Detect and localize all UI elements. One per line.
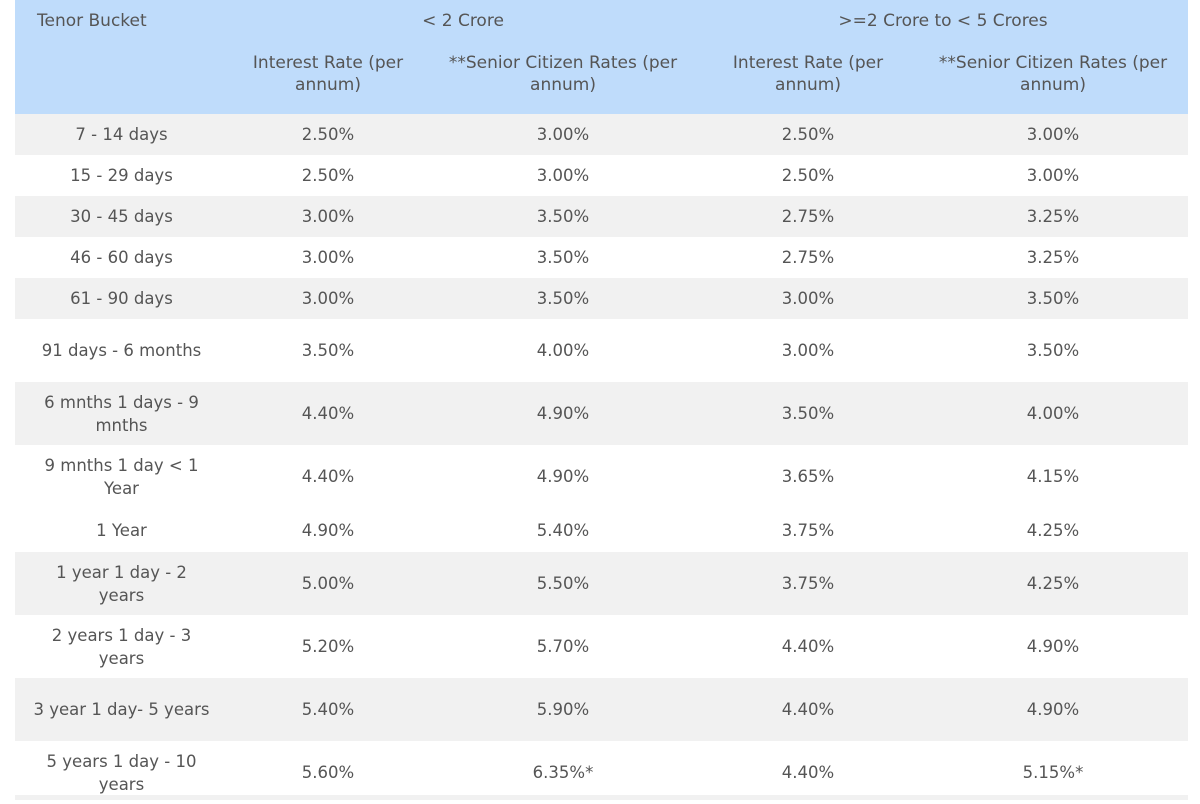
lt2-rate-cell: 3.00% [301, 248, 355, 267]
gte2-rate-cell: 3.00% [781, 341, 835, 360]
lt2-rate-cell: 3.50% [301, 341, 355, 360]
lt2-senior-cell: 4.00% [536, 341, 590, 360]
tenor-cell: 15 - 29 days [70, 166, 173, 185]
lt2-senior-cell: 6.35%* [532, 763, 594, 782]
table-row: 6 mnths 1 days - 9 mnths 4.40% 4.90% 3.5… [15, 382, 1189, 445]
lt2-senior-cell: 5.90% [536, 700, 590, 719]
lt2-rate-cell: 2.50% [301, 125, 355, 144]
lt2-rate-cell: 5.00% [301, 574, 355, 593]
lt2-rate-cell: 4.40% [301, 467, 355, 486]
gte2-senior-cell: 3.00% [1026, 166, 1080, 185]
table-row: 15 - 29 days 2.50% 3.00% 2.50% 3.00% [15, 155, 1189, 196]
lt2-senior-cell: 3.50% [536, 248, 590, 267]
lt2-senior-cell: 3.50% [536, 207, 590, 226]
gte2-senior-cell: 3.50% [1026, 289, 1080, 308]
table-row: 7 - 14 days 2.50% 3.00% 2.50% 3.00% [15, 114, 1189, 155]
header-group-lt-2-crore: < 2 Crore [422, 11, 504, 31]
lt2-rate-cell: 2.50% [301, 166, 355, 185]
tenor-cell: 46 - 60 days [70, 248, 173, 267]
tenor-cell: 9 mnths 1 day < 1 Year [44, 455, 199, 498]
gte2-senior-cell: 5.15%* [1022, 763, 1084, 782]
lt2-senior-cell: 3.00% [536, 125, 590, 144]
gte2-senior-cell: 3.25% [1026, 207, 1080, 226]
fd-interest-rate-table: Tenor Bucket < 2 Crore >=2 Crore to < 5 … [15, 0, 1189, 804]
lt2-senior-cell: 4.90% [536, 404, 590, 423]
header-gte2-interest-rate: Interest Rate (per annum) [732, 53, 884, 95]
lt2-rate-cell: 5.60% [301, 763, 355, 782]
gte2-rate-cell: 4.40% [781, 763, 835, 782]
gte2-rate-cell: 3.00% [781, 289, 835, 308]
tenor-cell: 61 - 90 days [70, 289, 173, 308]
tenor-cell: 5 years 1 day - 10 years [46, 751, 197, 794]
gte2-rate-cell: 2.50% [781, 125, 835, 144]
tenor-cell: 7 - 14 days [75, 125, 168, 144]
gte2-rate-cell: 4.40% [781, 637, 835, 656]
gte2-senior-cell: 4.90% [1026, 700, 1080, 719]
table-row: 1 year 1 day - 2 years 5.00% 5.50% 3.75%… [15, 552, 1189, 615]
header-row-groups: Tenor Bucket < 2 Crore >=2 Crore to < 5 … [15, 0, 1189, 42]
table-row: 3 year 1 day- 5 years 5.40% 5.90% 4.40% … [15, 678, 1189, 741]
lt2-rate-cell: 3.00% [301, 289, 355, 308]
lt2-rate-cell: 3.00% [301, 207, 355, 226]
lt2-rate-cell: 5.20% [301, 637, 355, 656]
gte2-senior-cell: 4.25% [1026, 574, 1080, 593]
table-header: Tenor Bucket < 2 Crore >=2 Crore to < 5 … [15, 0, 1189, 114]
tenor-cell: 6 mnths 1 days - 9 mnths [44, 392, 199, 435]
table-row: 2 years 1 day - 3 years 5.20% 5.70% 4.40… [15, 615, 1189, 678]
table-row: 5 years 1 day - 10 years 5.60% 6.35%* 4.… [15, 741, 1189, 804]
table-row: 9 mnths 1 day < 1 Year 4.40% 4.90% 3.65%… [15, 445, 1189, 508]
header-empty [15, 42, 228, 114]
next-row-partial [15, 795, 1188, 800]
gte2-rate-cell: 3.75% [781, 520, 835, 540]
lt2-senior-cell: 5.70% [536, 637, 590, 656]
gte2-senior-cell: 3.50% [1026, 341, 1080, 360]
header-row-subcolumns: Interest Rate (per annum) **Senior Citiz… [15, 42, 1189, 114]
lt2-rate-cell: 5.40% [301, 700, 355, 719]
lt2-rate-cell: 4.90% [301, 520, 355, 540]
gte2-senior-cell: 4.25% [1026, 520, 1080, 540]
gte2-rate-cell: 2.50% [781, 166, 835, 185]
header-gte2-senior-citizen-rate: **Senior Citizen Rates (per annum) [938, 53, 1168, 95]
gte2-rate-cell: 2.75% [781, 207, 835, 226]
lt2-senior-cell: 5.50% [536, 574, 590, 593]
header-group-2-to-5-crores: >=2 Crore to < 5 Crores [838, 11, 1048, 31]
lt2-rate-cell: 4.40% [301, 404, 355, 423]
tenor-cell: 30 - 45 days [70, 207, 173, 226]
gte2-senior-cell: 4.90% [1026, 637, 1080, 656]
table-row: 30 - 45 days 3.00% 3.50% 2.75% 3.25% [15, 196, 1189, 237]
lt2-senior-cell: 5.40% [536, 520, 590, 540]
gte2-senior-cell: 3.25% [1026, 248, 1080, 267]
lt2-senior-cell: 4.90% [536, 467, 590, 486]
gte2-rate-cell: 4.40% [781, 700, 835, 719]
fd-rate-table-container: Tenor Bucket < 2 Crore >=2 Crore to < 5 … [15, 0, 1189, 804]
table-row: 1 Year 4.90% 5.40% 3.75% 4.25% [15, 508, 1189, 552]
gte2-senior-cell: 4.00% [1026, 404, 1080, 423]
header-lt2-interest-rate: Interest Rate (per annum) [252, 53, 404, 95]
tenor-cell: 2 years 1 day - 3 years [51, 625, 192, 668]
gte2-rate-cell: 3.50% [781, 404, 835, 423]
table-row: 61 - 90 days 3.00% 3.50% 3.00% 3.50% [15, 278, 1189, 319]
table-row: 46 - 60 days 3.00% 3.50% 2.75% 3.25% [15, 237, 1189, 278]
table-row: 91 days - 6 months 3.50% 4.00% 3.00% 3.5… [15, 319, 1189, 382]
tenor-cell: 1 Year [96, 520, 147, 540]
tenor-cell: 1 year 1 day - 2 years [56, 562, 187, 605]
lt2-senior-cell: 3.50% [536, 289, 590, 308]
lt2-senior-cell: 3.00% [536, 166, 590, 185]
gte2-rate-cell: 3.75% [781, 574, 835, 593]
header-tenor-bucket: Tenor Bucket [37, 11, 147, 31]
tenor-cell: 3 year 1 day- 5 years [33, 700, 210, 719]
gte2-rate-cell: 2.75% [781, 248, 835, 267]
gte2-senior-cell: 3.00% [1026, 125, 1080, 144]
header-lt2-senior-citizen-rate: **Senior Citizen Rates (per annum) [448, 53, 678, 95]
gte2-rate-cell: 3.65% [781, 467, 835, 486]
gte2-senior-cell: 4.15% [1026, 467, 1080, 486]
tenor-cell: 91 days - 6 months [41, 341, 202, 360]
table-body: 7 - 14 days 2.50% 3.00% 2.50% 3.00% 15 -… [15, 114, 1189, 804]
